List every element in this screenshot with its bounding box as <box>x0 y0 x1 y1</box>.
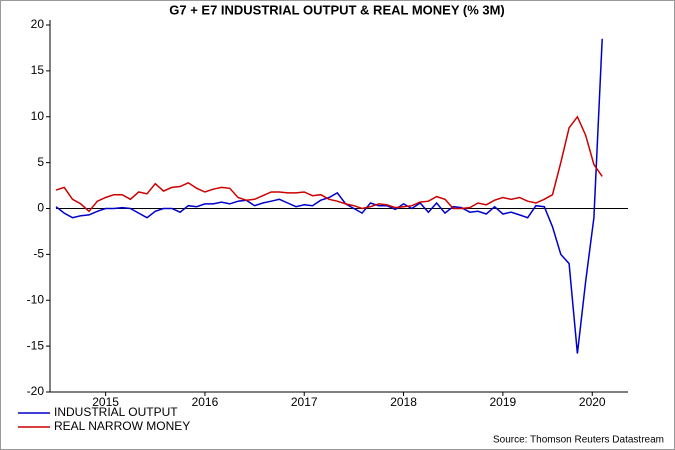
source: Source: Thomson Reuters Datastream <box>493 435 664 446</box>
series-line <box>55 38 603 354</box>
x-tick-label: 2017 <box>291 395 318 409</box>
x-tick-label: 2016 <box>192 395 219 409</box>
series-line <box>55 115 603 213</box>
x-tick-label: 2019 <box>490 395 517 409</box>
y-tick-label: 20 <box>31 17 45 31</box>
x-tick-label: 2020 <box>579 395 606 409</box>
legend-label: REAL NARROW MONEY <box>54 419 190 433</box>
y-tick-label: 10 <box>31 109 45 123</box>
y-tick-label: 15 <box>31 63 45 77</box>
y-tick-label: 0 <box>37 201 44 215</box>
y-tick-label: -20 <box>27 384 45 398</box>
chart-title: G7 + E7 INDUSTRIAL OUTPUT & REAL MONEY (… <box>169 2 505 17</box>
x-tick-label: 2015 <box>92 395 119 409</box>
y-tick-label: -15 <box>27 338 45 352</box>
legend-label: INDUSTRIAL OUTPUT <box>54 405 178 419</box>
x-tick-label: 2018 <box>390 395 417 409</box>
y-tick-label: -5 <box>33 247 44 261</box>
y-tick-label: 5 <box>37 155 44 169</box>
y-tick-label: -10 <box>27 292 45 306</box>
